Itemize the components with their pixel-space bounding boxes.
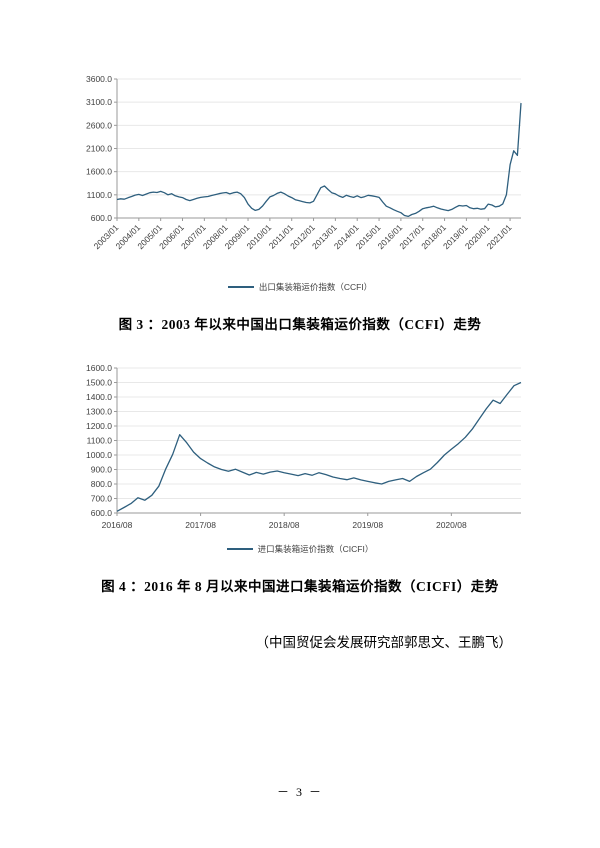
svg-text:1100.0: 1100.0 <box>87 436 113 446</box>
svg-text:2100.0: 2100.0 <box>86 144 112 154</box>
svg-text:600.0: 600.0 <box>91 508 113 518</box>
svg-text:1500.0: 1500.0 <box>86 378 112 388</box>
figure-4-block: 600.0 700.0 800.0 900.0 1000.0 1100.0 1200.0 13… <box>0 359 600 595</box>
svg-text:3100.0: 3100.0 <box>86 97 112 107</box>
svg-text:1600.0: 1600.0 <box>86 363 112 373</box>
figure-3-caption: 图 3 ：2003 年以来中国出口集装箱运价指数（CCFI）走势 <box>118 317 482 332</box>
svg-text:700.0: 700.0 <box>91 494 113 504</box>
svg-text:900.0: 900.0 <box>91 465 113 475</box>
ccfi-line-chart: 600.0 1100.0 1600.0 2100.0 2600.0 3100.0 3600.… <box>86 74 522 251</box>
svg-text:1000.0: 1000.0 <box>86 450 112 460</box>
svg-text:1300.0: 1300.0 <box>86 407 112 417</box>
svg-text:800.0: 800.0 <box>91 479 113 489</box>
svg-text:2600.0: 2600.0 <box>86 120 112 130</box>
ccfi-chart-wrap: 600.0 1100.0 1600.0 2100.0 2600.0 3100.0 3600.… <box>65 70 535 280</box>
cicfi-line-chart: 600.0 700.0 800.0 900.0 1000.0 1100.0 1200.0 13… <box>86 363 522 530</box>
page-number: － 3 － <box>276 785 323 799</box>
svg-text:2019/08: 2019/08 <box>352 520 383 530</box>
svg-text:1600.0: 1600.0 <box>86 167 112 177</box>
figure-4-caption: 图 4 ：2016 年 8 月以来中国进口集装箱运价指数（CICFI）走势 <box>101 579 499 594</box>
svg-text:1200.0: 1200.0 <box>86 421 112 431</box>
ccfi-legend-label: 出口集装箱运价指数（CCFI） <box>258 282 373 292</box>
svg-text:3600.0: 3600.0 <box>86 74 112 84</box>
svg-text:1100.0: 1100.0 <box>87 190 113 200</box>
legend-line-icon <box>226 548 253 550</box>
ccfi-legend: 出口集装箱运价指数（CCFI） <box>0 281 600 293</box>
figure-3-block: 600.0 1100.0 1600.0 2100.0 2600.0 3100.0 3600.… <box>0 0 600 333</box>
svg-text:600.0: 600.0 <box>91 213 113 223</box>
attribution-text: （中国贸促会发展研究部郭思文、王鹏飞） <box>255 635 513 650</box>
svg-text:2020/08: 2020/08 <box>436 520 467 530</box>
legend-line-icon <box>227 286 254 288</box>
cicfi-legend: 进口集装箱运价指数（CICFI） <box>0 543 600 555</box>
cicfi-chart-wrap: 600.0 700.0 800.0 900.0 1000.0 1100.0 1200.0 13… <box>65 359 535 542</box>
svg-text:2016/08: 2016/08 <box>102 520 133 530</box>
svg-text:2018/08: 2018/08 <box>269 520 300 530</box>
svg-text:1400.0: 1400.0 <box>86 392 112 402</box>
cicfi-legend-label: 进口集装箱运价指数（CICFI） <box>257 544 374 554</box>
svg-text:2017/08: 2017/08 <box>185 520 216 530</box>
svg-text:2021/01: 2021/01 <box>485 222 514 251</box>
